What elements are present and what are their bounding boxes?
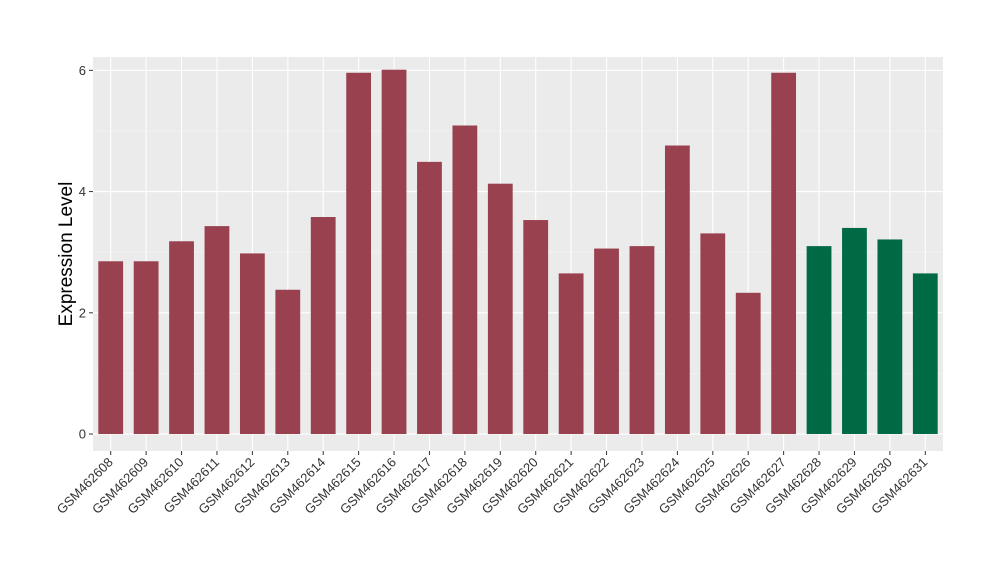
bar-GSM462626: [735, 292, 761, 435]
bar-GSM462630: [877, 239, 903, 435]
bar-GSM462621: [558, 273, 584, 435]
bar-GSM462611: [204, 226, 230, 435]
bar-GSM462609: [133, 261, 159, 435]
y-tick-label: 6: [79, 63, 86, 78]
bar-GSM462623: [629, 246, 655, 435]
bar-GSM462612: [239, 253, 265, 435]
bar-GSM462618: [452, 125, 478, 435]
bar-GSM462613: [275, 289, 301, 435]
plot-panel: [93, 57, 943, 451]
y-tick-label: 4: [79, 184, 86, 199]
y-tick-label: 0: [79, 427, 86, 442]
bar-GSM462614: [310, 217, 336, 435]
bar-GSM462624: [664, 145, 690, 435]
bar-GSM462619: [487, 183, 513, 435]
bar-GSM462622: [594, 248, 619, 435]
y-tick-label: 2: [79, 305, 86, 320]
bar-GSM462627: [771, 72, 797, 435]
bar-GSM462620: [523, 220, 549, 435]
y-axis-title: Expression Level: [56, 182, 77, 327]
bar-GSM462625: [700, 233, 726, 435]
bar-GSM462628: [806, 246, 832, 435]
bar-GSM462610: [169, 241, 194, 435]
minor-gridlines: [93, 130, 943, 374]
y-axis: 0 2 4 6: [79, 63, 93, 442]
bar-GSM462616: [381, 69, 407, 435]
bar-GSM462629: [842, 227, 867, 435]
bars: [98, 69, 938, 435]
bar-GSM462631: [912, 273, 938, 435]
bar-GSM462608: [98, 261, 124, 435]
bar-GSM462615: [346, 72, 372, 435]
bar-GSM462617: [417, 161, 442, 435]
x-axis: GSM462608GSM462609GSM462610GSM462611GSM4…: [54, 451, 930, 517]
